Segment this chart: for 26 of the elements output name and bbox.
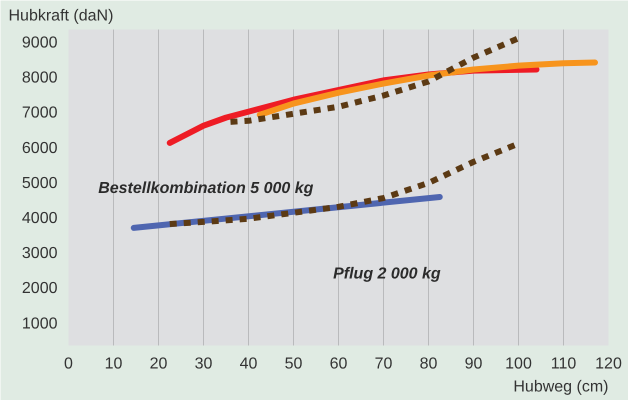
x-tick-label: 80 (420, 356, 438, 372)
x-tick-label: 30 (194, 356, 212, 372)
y-tick-label: 5000 (22, 174, 58, 192)
y-tick-label: 8000 (22, 70, 58, 87)
x-tick-label: 60 (330, 356, 348, 372)
x-tick-label: 120 (595, 356, 622, 372)
x-tick-label: 20 (150, 356, 168, 372)
x-tick-label: 40 (240, 356, 258, 372)
y-tick-label: 2000 (22, 280, 58, 298)
x-tick-label: 0 (64, 356, 74, 372)
x-tick-label: 100 (505, 356, 532, 372)
x-tick-label: 110 (550, 356, 576, 372)
y-tick-label: 6000 (22, 140, 58, 157)
x-tick-label: 50 (284, 356, 302, 372)
y-tick-label: 3000 (22, 245, 58, 262)
annotation: Pflug 2 000 kg (333, 265, 441, 282)
y-tick-label: 4000 (22, 210, 58, 227)
y-tick-label: 7000 (22, 104, 58, 122)
x-tick-label: 10 (104, 356, 122, 372)
y-tick-label: 1000 (22, 315, 58, 332)
x-tick-label: 70 (374, 356, 392, 372)
y-tick-label: 9000 (22, 34, 58, 52)
x-tick-label: 90 (464, 356, 482, 372)
x-axis-title: Hubweg (cm) (513, 378, 609, 396)
annotation: Bestellkombination 5 000 kg (98, 180, 314, 197)
y-axis-title: Hubkraft (daN) (8, 8, 114, 24)
